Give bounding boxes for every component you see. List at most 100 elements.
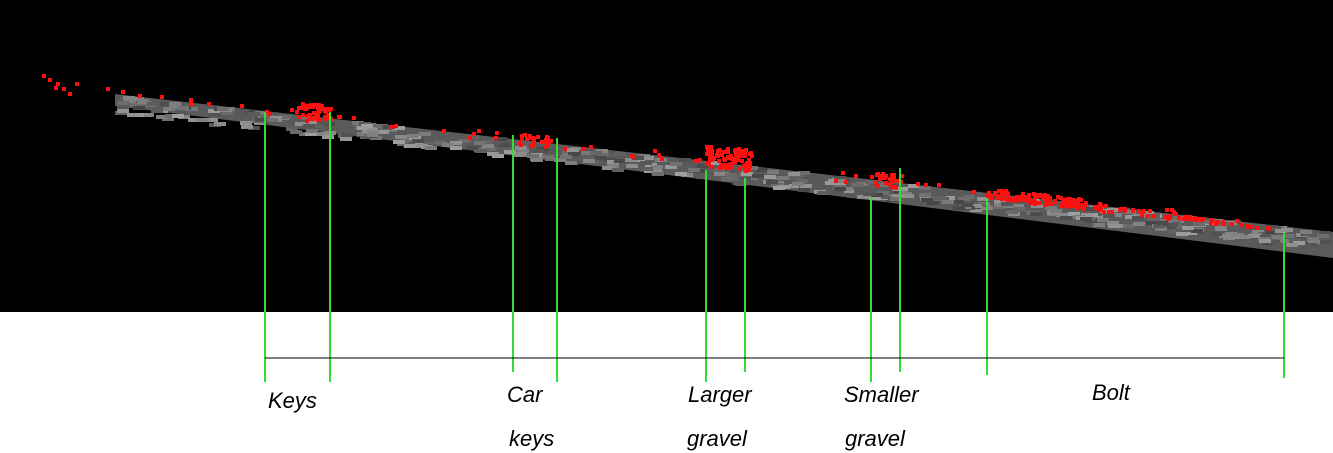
point [394, 124, 398, 128]
texture-cell [290, 130, 302, 134]
point [709, 145, 713, 149]
texture-cell [581, 155, 593, 159]
texture-cell [177, 106, 189, 110]
point [1200, 218, 1204, 222]
point [1119, 207, 1123, 211]
texture-cell [612, 168, 624, 172]
texture-cell [1060, 216, 1072, 220]
point [748, 152, 752, 156]
texture-cell [798, 188, 810, 192]
point [160, 95, 164, 99]
texture-cell [419, 132, 431, 136]
point [1021, 192, 1025, 196]
texture-cell [340, 137, 352, 141]
point [722, 150, 726, 154]
point [878, 177, 882, 181]
texture-cell [806, 175, 818, 179]
texture-cell [640, 161, 652, 165]
point [1177, 216, 1181, 220]
point [875, 184, 879, 188]
point [525, 137, 529, 141]
point [1142, 209, 1146, 213]
texture-cell [1103, 214, 1115, 218]
point [1077, 197, 1081, 201]
point [1048, 197, 1052, 201]
texture-cell [963, 195, 975, 199]
point [1210, 218, 1214, 222]
point [48, 78, 52, 82]
point [715, 153, 719, 157]
point [268, 112, 272, 116]
point [189, 102, 193, 106]
texture-cell [567, 148, 579, 152]
texture-cell [303, 124, 315, 128]
texture-cell [852, 183, 864, 187]
point [106, 87, 110, 91]
point [337, 115, 341, 119]
texture-cell [515, 152, 527, 156]
point [540, 140, 544, 144]
point [994, 192, 998, 196]
texture-cell [240, 121, 252, 125]
point [1016, 198, 1020, 202]
texture-cell [942, 200, 954, 204]
texture-cell [1050, 209, 1062, 213]
texture-cell [725, 173, 737, 177]
point [1056, 195, 1060, 199]
point [468, 136, 472, 140]
point [710, 149, 714, 153]
texture-cell [834, 187, 846, 191]
texture-cell [934, 196, 946, 200]
texture-cell [1182, 226, 1194, 230]
point [1067, 197, 1071, 201]
point [121, 90, 125, 94]
point [884, 181, 888, 185]
texture-cell [614, 159, 626, 163]
texture-cell [767, 170, 779, 174]
texture-cell [151, 109, 163, 113]
point [890, 173, 894, 177]
texture-cell [814, 185, 826, 189]
point [42, 74, 46, 78]
point [523, 133, 527, 137]
texture-cell [1097, 218, 1109, 222]
texture-cell [792, 182, 804, 186]
point [520, 137, 524, 141]
point [653, 149, 657, 153]
point [972, 190, 976, 194]
point [1214, 220, 1218, 224]
point [75, 82, 79, 86]
point [1072, 198, 1076, 202]
point [1045, 201, 1049, 205]
texture-cell [163, 107, 175, 111]
point [1131, 208, 1135, 212]
point [742, 164, 746, 168]
point [729, 162, 733, 166]
texture-cell [236, 109, 248, 113]
point [660, 157, 664, 161]
point [924, 183, 928, 187]
point [477, 129, 481, 133]
texture-cell [961, 203, 973, 207]
point [54, 86, 58, 90]
point [737, 151, 741, 155]
texture-cell [217, 107, 229, 111]
texture-cell [117, 101, 129, 105]
point [698, 158, 702, 162]
texture-cell [714, 172, 726, 176]
texture-cell [812, 180, 824, 184]
texture-cell [395, 135, 407, 139]
point [1104, 204, 1108, 208]
point [1034, 195, 1038, 199]
texture-cell [499, 143, 511, 147]
point [844, 180, 848, 184]
point [311, 105, 315, 109]
point [1222, 222, 1226, 226]
texture-cell [1215, 227, 1227, 231]
point [589, 145, 593, 149]
texture-cell [474, 141, 486, 145]
label: Keys [268, 388, 317, 413]
point [138, 94, 142, 98]
point [581, 147, 585, 151]
point [1000, 191, 1004, 195]
